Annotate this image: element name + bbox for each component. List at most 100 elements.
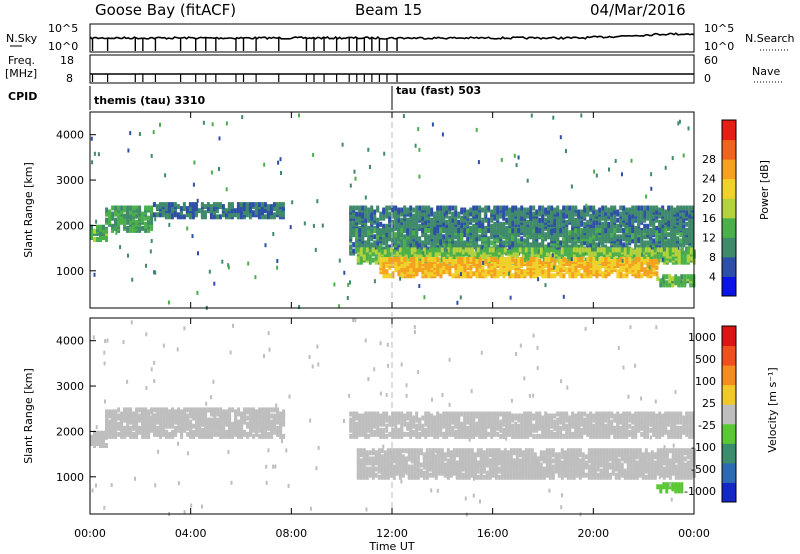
echo-cell [586,250,590,256]
echo-cell [416,244,419,249]
echo-cell [159,407,163,413]
echo-cell [601,228,605,234]
echo-cell [478,415,482,421]
echo-cell [436,423,440,429]
echo-cell [150,225,154,231]
echo-cell [215,202,219,208]
echo-cell [448,265,452,271]
echo-cell [400,423,404,429]
echo-cell [460,411,464,417]
echo-cell [343,270,346,275]
echo-cell [126,225,130,231]
echo-cell [580,257,584,262]
echo-cell [164,202,168,208]
echo-cell [676,228,680,234]
echo-cell [105,217,109,223]
echo-cell [425,249,429,255]
echo-cell [373,279,376,284]
echo-cell [96,430,99,436]
echo-cell [347,282,350,287]
echo-cell [616,244,620,250]
y-tick-label: 1000 [56,265,84,278]
echo-cell [368,255,372,261]
echo-cell [442,411,446,417]
echo-cell [273,423,277,429]
echo-cell [212,202,216,208]
echo-cell [667,219,671,225]
echo-cell [400,263,404,269]
echo-cell [367,236,371,242]
echo-cell [589,213,593,219]
echo-cell [441,132,444,137]
echo-cell [557,255,561,261]
echo-cell [628,269,632,275]
echo-cell [251,210,255,216]
echo-cell [249,407,253,413]
echo-cell [511,273,515,279]
echo-cell [595,209,599,215]
echo-cell [439,423,443,429]
echo-cell [418,205,422,211]
echo-cell [409,228,413,234]
echo-cell [562,228,566,234]
echo-cell [580,113,583,118]
echo-cell [472,415,476,421]
echo-cell [167,300,170,305]
echo-cell [446,255,450,261]
echo-cell [442,431,446,437]
echo-cell [655,205,659,211]
echo-cell [111,215,115,221]
echo-cell [455,255,459,261]
echo-cell [679,223,683,229]
echo-cell [243,407,247,413]
echo-cell [553,259,557,264]
echo-cell [156,425,160,431]
echo-cell [424,427,428,433]
echo-cell [252,407,256,413]
echo-cell [258,427,262,433]
echo-cell [616,273,620,279]
echo-cell [604,223,608,229]
echo-cell [680,247,684,253]
echo-cell [427,205,431,211]
echo-cell [144,407,148,413]
echo-cell [676,211,680,217]
echo-cell [138,205,142,211]
echo-cell [466,415,470,421]
echo-cell [668,257,672,263]
echo-cell [517,242,521,248]
echo-cell [412,240,416,246]
echo-cell [572,253,576,259]
echo-cell [460,215,464,221]
echo-cell [397,217,401,223]
echo-cell [577,228,581,234]
echo-cell [497,253,501,259]
echo-cell [448,215,452,221]
echo-cell [152,130,155,135]
echo-cell [358,429,362,435]
echo-cell [523,207,527,213]
echo-cell [670,215,674,221]
echo-cell [640,205,644,211]
echo-cell [195,427,199,433]
echo-cell [263,214,267,220]
echo-cell [218,214,222,220]
echo-cell [532,413,536,419]
echo-cell [164,214,168,220]
echo-cell [550,219,554,225]
echo-cell [162,417,166,423]
echo-cell [478,228,482,234]
echo-cell [427,234,431,240]
echo-cell [688,205,692,211]
echo-cell [436,228,440,234]
echo-cell [403,238,407,244]
echo-cell [542,253,546,259]
echo-cell [255,425,259,431]
echo-cell [349,421,353,427]
echo-cell [225,429,229,435]
echo-cell [630,158,633,163]
echo-cell [481,411,485,417]
echo-cell [415,415,419,421]
echo-cell [655,265,659,271]
echo-cell [532,211,536,217]
